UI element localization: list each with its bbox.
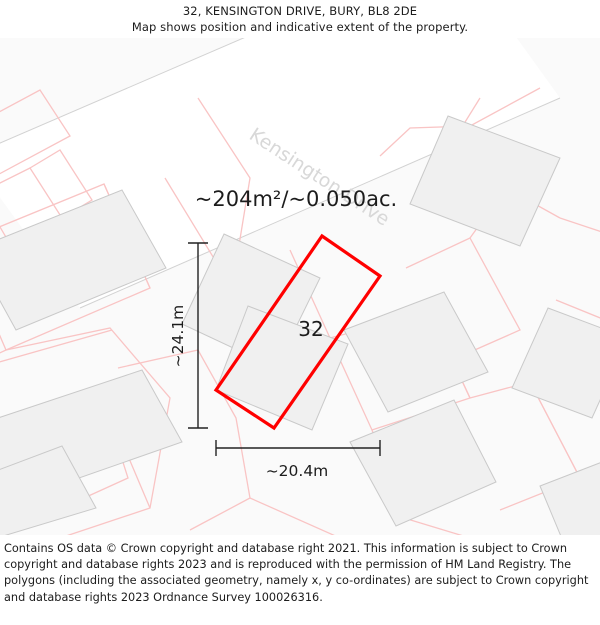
plot-number-label: 32 <box>298 317 323 341</box>
building-footprints <box>0 115 600 535</box>
map-header: 32, KENSINGTON DRIVE, BURY, BL8 2DE Map … <box>0 0 600 38</box>
page-title: 32, KENSINGTON DRIVE, BURY, BL8 2DE <box>182 4 418 18</box>
height-dimension-label: ~24.1m <box>169 305 187 368</box>
area-label: ~204m²/~0.050ac. <box>195 187 397 211</box>
width-dimension-label: ~20.4m <box>266 462 329 480</box>
copyright-text: Contains OS data © Crown copyright and d… <box>4 542 589 604</box>
height-dimension <box>188 242 208 429</box>
map-vector-layer[interactable]: Kensington Drive ~204m²/~0.050ac. 32 ~24… <box>0 38 600 535</box>
width-dimension <box>215 440 381 456</box>
subject-property-outline[interactable] <box>213 233 383 431</box>
map-footer: Contains OS data © Crown copyright and d… <box>0 535 600 625</box>
map-canvas[interactable]: Kensington Drive ~204m²/~0.050ac. 32 ~24… <box>0 38 600 535</box>
page-subtitle: Map shows position and indicative extent… <box>131 20 469 34</box>
